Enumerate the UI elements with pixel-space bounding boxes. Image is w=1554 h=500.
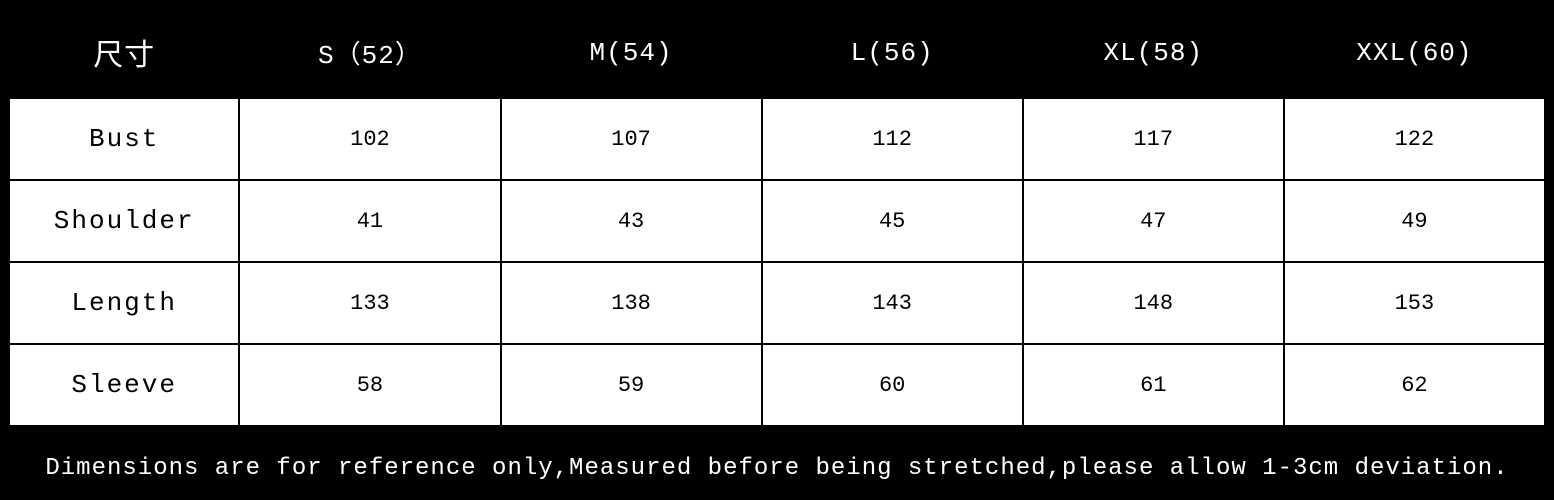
header-size-xxl: XXL(60) [1284,12,1545,98]
footnote-text: Dimensions are for reference only,Measur… [8,427,1546,482]
row-label-sleeve: Sleeve [9,344,239,426]
cell-value: 49 [1284,180,1545,262]
cell-value: 138 [501,262,762,344]
table-row: Sleeve 58 59 60 61 62 [9,344,1545,426]
cell-value: 133 [239,262,500,344]
cell-value: 153 [1284,262,1545,344]
cell-value: 117 [1023,98,1284,180]
header-size-label: 尺寸 [9,12,239,98]
row-label-shoulder: Shoulder [9,180,239,262]
cell-value: 59 [501,344,762,426]
row-label-bust: Bust [9,98,239,180]
table-row: Shoulder 41 43 45 47 49 [9,180,1545,262]
cell-value: 61 [1023,344,1284,426]
cell-value: 60 [762,344,1023,426]
size-table: 尺寸 S（52） M(54) L(56) XL(58) XXL(60) Bust… [8,12,1546,427]
cell-value: 107 [501,98,762,180]
cell-value: 47 [1023,180,1284,262]
cell-value: 102 [239,98,500,180]
row-label-length: Length [9,262,239,344]
cell-value: 143 [762,262,1023,344]
header-size-s: S（52） [239,12,500,98]
table-header-row: 尺寸 S（52） M(54) L(56) XL(58) XXL(60) [9,12,1545,98]
table-row: Length 133 138 143 148 153 [9,262,1545,344]
header-size-xl: XL(58) [1023,12,1284,98]
cell-value: 112 [762,98,1023,180]
header-size-m: M(54) [501,12,762,98]
cell-value: 41 [239,180,500,262]
size-chart-container: 尺寸 S（52） M(54) L(56) XL(58) XXL(60) Bust… [0,0,1554,500]
cell-value: 45 [762,180,1023,262]
cell-value: 58 [239,344,500,426]
header-size-l: L(56) [762,12,1023,98]
cell-value: 122 [1284,98,1545,180]
cell-value: 43 [501,180,762,262]
cell-value: 62 [1284,344,1545,426]
cell-value: 148 [1023,262,1284,344]
table-row: Bust 102 107 112 117 122 [9,98,1545,180]
